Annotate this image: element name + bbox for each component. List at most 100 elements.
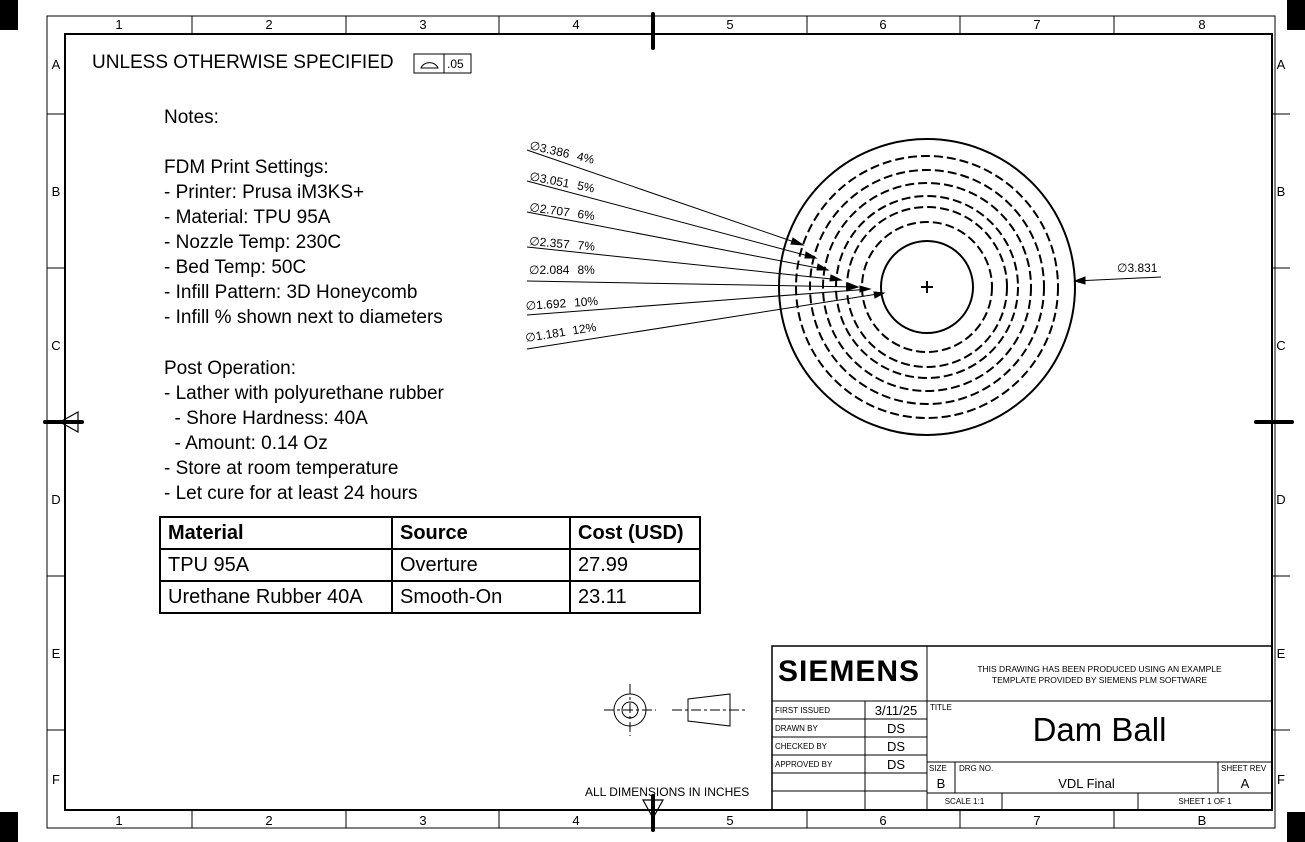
orientation-arrows (58, 410, 665, 820)
callout-4: ∅2.357 7% (529, 234, 596, 254)
title-block-grid (771, 645, 1273, 811)
callout-outer: ∅3.831 (1117, 261, 1158, 275)
template-note-line-1: THIS DRAWING HAS BEEN PRODUCED USING AN … (977, 664, 1222, 674)
zone-left-d: D (51, 492, 61, 507)
table-cell: Urethane Rubber 40A (159, 580, 393, 614)
callout-2: ∅3.051 5% (528, 169, 596, 195)
zone-left-c: C (51, 338, 61, 353)
scale-text: SCALE 1:1 (944, 797, 985, 806)
zone-right-c: C (1276, 338, 1286, 353)
zone-top-1: 1 (115, 17, 123, 32)
notes-line: Post Operation: (164, 358, 297, 379)
table-cell: TPU 95A (159, 548, 393, 582)
zone-right-a: A (1276, 57, 1286, 72)
zone-top-6: 6 (879, 17, 887, 32)
zone-left-e: E (51, 646, 61, 661)
table-header-cell: Source (391, 516, 571, 550)
corner-mark-tl (0, 0, 18, 30)
zone-bottom-7: 7 (1033, 813, 1041, 828)
notes-line: - Printer: Prusa iM3KS+ (164, 182, 365, 203)
corner-mark-br (1287, 812, 1305, 842)
title-label: TITLE (930, 703, 952, 712)
zone-top-2: 2 (265, 17, 273, 32)
zone-bottom-1: 1 (115, 813, 123, 828)
notes-line: - Material: TPU 95A (164, 207, 331, 228)
drawn-by-value: DS (886, 721, 906, 736)
zone-left-a: A (51, 57, 61, 72)
template-note: THIS DRAWING HAS BEEN PRODUCED USING AN … (927, 664, 1272, 686)
corner-mark-bl (0, 812, 18, 842)
table-cell: 27.99 (569, 548, 701, 582)
zone-right-d: D (1276, 492, 1286, 507)
notes-line: - Amount: 0.14 Oz (164, 433, 328, 454)
zone-top-7: 7 (1033, 17, 1041, 32)
notes-line: - Nozzle Temp: 230C (164, 232, 342, 253)
notes-line: Notes: (164, 107, 219, 128)
tolerance-note: UNLESS OTHERWISE SPECIFIED (92, 52, 394, 73)
notes-line: - Store at room temperature (164, 458, 399, 479)
dimension-callouts: ∅3.386 4% ∅3.051 5% ∅2.707 6% ∅2.357 7% ∅2.0… (524, 138, 1158, 345)
zone-right-f: F (1277, 772, 1285, 787)
tolerance-frame (413, 53, 472, 74)
table-row: Urethane Rubber 40A Smooth-On 23.11 (159, 580, 701, 614)
units-note: ALL DIMENSIONS IN INCHES (585, 785, 750, 799)
drawing-title: Dam Ball (1032, 711, 1167, 748)
centering-marks (43, 12, 1294, 832)
table-cell: Overture (391, 548, 571, 582)
zone-top-3: 3 (419, 17, 427, 32)
table-header-cell: Cost (USD) (569, 516, 701, 550)
drawn-by-label: DRAWN BY (775, 724, 818, 733)
sheet-rev-value: A (1240, 776, 1250, 791)
callout-7: ∅1.181 12% (524, 320, 597, 345)
zone-dividers-horizontal (191, 16, 1115, 828)
zone-bottom-2: 2 (265, 813, 273, 828)
zone-bottom-6: 6 (879, 813, 887, 828)
notes-line: - Bed Temp: 50C (164, 257, 307, 278)
zone-left-f: F (52, 772, 60, 787)
company-logo: SIEMENS (778, 655, 921, 688)
table-cell: 23.11 (569, 580, 701, 614)
size-label: SIZE (929, 764, 947, 773)
notes-line: FDM Print Settings: (164, 157, 329, 178)
notes-line: - Shore Hardness: 40A (164, 408, 368, 429)
drg-no-label: DRG NO. (959, 764, 994, 773)
zone-top-5: 5 (726, 17, 734, 32)
callout-1: ∅3.386 4% (528, 138, 596, 167)
notes-line: - Lather with polyurethane rubber (164, 383, 444, 404)
corner-mark-tr (1287, 0, 1305, 30)
projection-symbol (604, 684, 746, 736)
callout-6: ∅1.692 10% (525, 294, 599, 313)
zone-dividers-vertical (47, 113, 1290, 731)
notes-line: - Infill Pattern: 3D Honeycomb (164, 282, 418, 303)
zone-left-b: B (51, 184, 61, 199)
zone-bottom-5: 5 (726, 813, 734, 828)
notes-line: - Infill % shown next to diameters (164, 307, 443, 328)
dimension-leaders (526, 149, 1162, 350)
callout-3: ∅2.707 6% (529, 200, 596, 223)
approved-by-value: DS (886, 757, 906, 772)
template-note-line-2: TEMPLATE PROVIDED BY SIEMENS PLM SOFTWAR… (991, 675, 1208, 685)
zone-right-b: B (1276, 184, 1286, 199)
table-cell: Smooth-On (391, 580, 571, 614)
zone-bottom-8: B (1197, 813, 1207, 828)
table-header-row: Material Source Cost (USD) (159, 516, 701, 550)
first-issued-value: 3/11/25 (874, 703, 918, 718)
zone-bottom-4: 4 (572, 813, 580, 828)
table-row: TPU 95A Overture 27.99 (159, 548, 701, 582)
checked-by-value: DS (886, 739, 906, 754)
zone-top-4: 4 (572, 17, 580, 32)
callout-5: ∅2.084 8% (529, 263, 595, 277)
drg-no-value: VDL Final (1058, 776, 1115, 791)
size-value: B (936, 776, 946, 791)
zone-right-e: E (1276, 646, 1286, 661)
tolerance-value: .05 (447, 57, 464, 71)
dam-ball-section-view (778, 138, 1076, 436)
table-header-cell: Material (159, 516, 393, 550)
sheet-rev-label: SHEET REV (1221, 764, 1267, 773)
zone-top-8: 8 (1198, 17, 1206, 32)
checked-by-label: CHECKED BY (775, 742, 828, 751)
first-issued-label: FIRST ISSUED (775, 706, 830, 715)
notes-line: - Let cure for at least 24 hours (164, 483, 418, 504)
zone-bottom-3: 3 (419, 813, 427, 828)
